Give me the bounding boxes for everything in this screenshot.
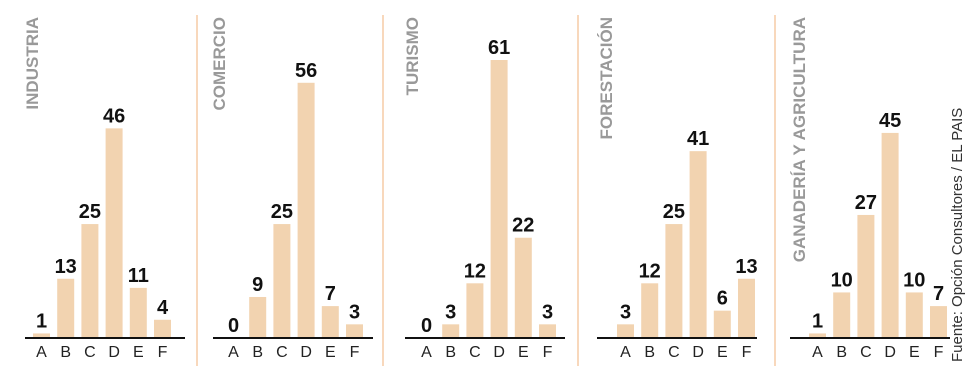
- value-label: 56: [295, 60, 317, 82]
- bar: [881, 132, 899, 338]
- bar: [442, 324, 460, 338]
- tick-label: B: [836, 344, 847, 361]
- tick-label: C: [668, 344, 680, 361]
- value-label: 0: [228, 315, 239, 337]
- tick-label: E: [717, 344, 728, 361]
- panel-title: TURISMO: [403, 17, 422, 95]
- value-label: 12: [639, 260, 661, 282]
- panel-title: COMERCIO: [210, 17, 229, 111]
- bar: [81, 224, 99, 338]
- value-label: 11: [128, 265, 149, 287]
- value-label: 3: [349, 301, 360, 323]
- bar: [466, 283, 484, 338]
- tick-label: D: [692, 344, 704, 361]
- bar: [154, 319, 171, 338]
- tick-label: F: [158, 344, 168, 361]
- tick-label: A: [812, 344, 823, 361]
- value-label: 9: [252, 274, 263, 296]
- value-label: 61: [488, 37, 510, 59]
- bar: [129, 287, 147, 338]
- bar: [33, 333, 50, 338]
- bar: [665, 224, 683, 338]
- value-label: 46: [103, 105, 125, 127]
- bar: [857, 214, 875, 338]
- tick-label: D: [300, 344, 312, 361]
- value-label: 10: [831, 269, 853, 291]
- value-label: 25: [663, 201, 685, 223]
- value-label: 10: [903, 269, 925, 291]
- value-label: 45: [879, 110, 901, 132]
- bar: [273, 224, 291, 338]
- bar: [490, 60, 508, 338]
- bar: [930, 306, 947, 338]
- value-label: 1: [36, 310, 47, 332]
- value-label: 7: [325, 283, 336, 305]
- value-label: 27: [855, 192, 877, 214]
- tick-label: F: [543, 344, 553, 361]
- panel-title: FORESTACIÓN: [597, 17, 616, 139]
- tick-label: F: [742, 344, 752, 361]
- bar: [539, 324, 556, 338]
- bar: [689, 151, 707, 338]
- tick-label: B: [445, 344, 456, 361]
- panel-title: GANADERÍA Y AGRICULTURA: [790, 17, 809, 262]
- bar: [905, 292, 923, 338]
- tick-label: E: [518, 344, 529, 361]
- bar: [249, 296, 267, 338]
- tick-label: F: [934, 344, 944, 361]
- tick-label: A: [620, 344, 631, 361]
- tick-label: C: [860, 344, 872, 361]
- value-label: 4: [157, 297, 169, 319]
- value-label: 22: [512, 215, 534, 237]
- tick-label: E: [325, 344, 336, 361]
- bar: [297, 82, 315, 338]
- tick-label: F: [350, 344, 360, 361]
- tick-label: D: [884, 344, 896, 361]
- tick-label: B: [60, 344, 71, 361]
- value-label: 0: [421, 315, 432, 337]
- value-label: 25: [271, 201, 293, 223]
- tick-label: C: [276, 344, 288, 361]
- tick-label: E: [133, 344, 144, 361]
- bar: [809, 333, 826, 338]
- value-label: 13: [55, 256, 77, 278]
- source-text: Fuente: Opción Consultores / EL PAIS: [949, 108, 966, 362]
- panel-title: INDUSTRIA: [23, 17, 42, 110]
- value-label: 25: [79, 201, 101, 223]
- tick-label: C: [84, 344, 96, 361]
- tick-label: B: [252, 344, 263, 361]
- tick-label: A: [421, 344, 432, 361]
- bar: [321, 306, 339, 338]
- value-label: 3: [620, 301, 631, 323]
- value-label: 1: [812, 310, 823, 332]
- value-label: 12: [464, 260, 486, 282]
- bar: [833, 292, 851, 338]
- bar: [105, 128, 123, 338]
- tick-label: A: [36, 344, 47, 361]
- bar: [57, 278, 75, 338]
- tick-label: B: [644, 344, 655, 361]
- bar: [641, 283, 659, 338]
- bar: [514, 237, 532, 338]
- value-label: 41: [687, 128, 709, 150]
- value-label: 7: [933, 283, 944, 305]
- bar: [617, 324, 634, 338]
- tick-label: E: [909, 344, 920, 361]
- bar: [713, 310, 731, 338]
- value-label: 13: [735, 256, 757, 278]
- bar: [738, 278, 755, 338]
- tick-label: C: [469, 344, 481, 361]
- tick-label: D: [108, 344, 120, 361]
- tick-label: A: [228, 344, 239, 361]
- source-note: Fuente: Opción Consultores / EL PAIS: [949, 108, 966, 362]
- bar: [346, 324, 363, 338]
- value-label: 3: [445, 301, 456, 323]
- value-label: 3: [542, 301, 553, 323]
- tick-label: D: [493, 344, 505, 361]
- value-label: 6: [717, 288, 728, 310]
